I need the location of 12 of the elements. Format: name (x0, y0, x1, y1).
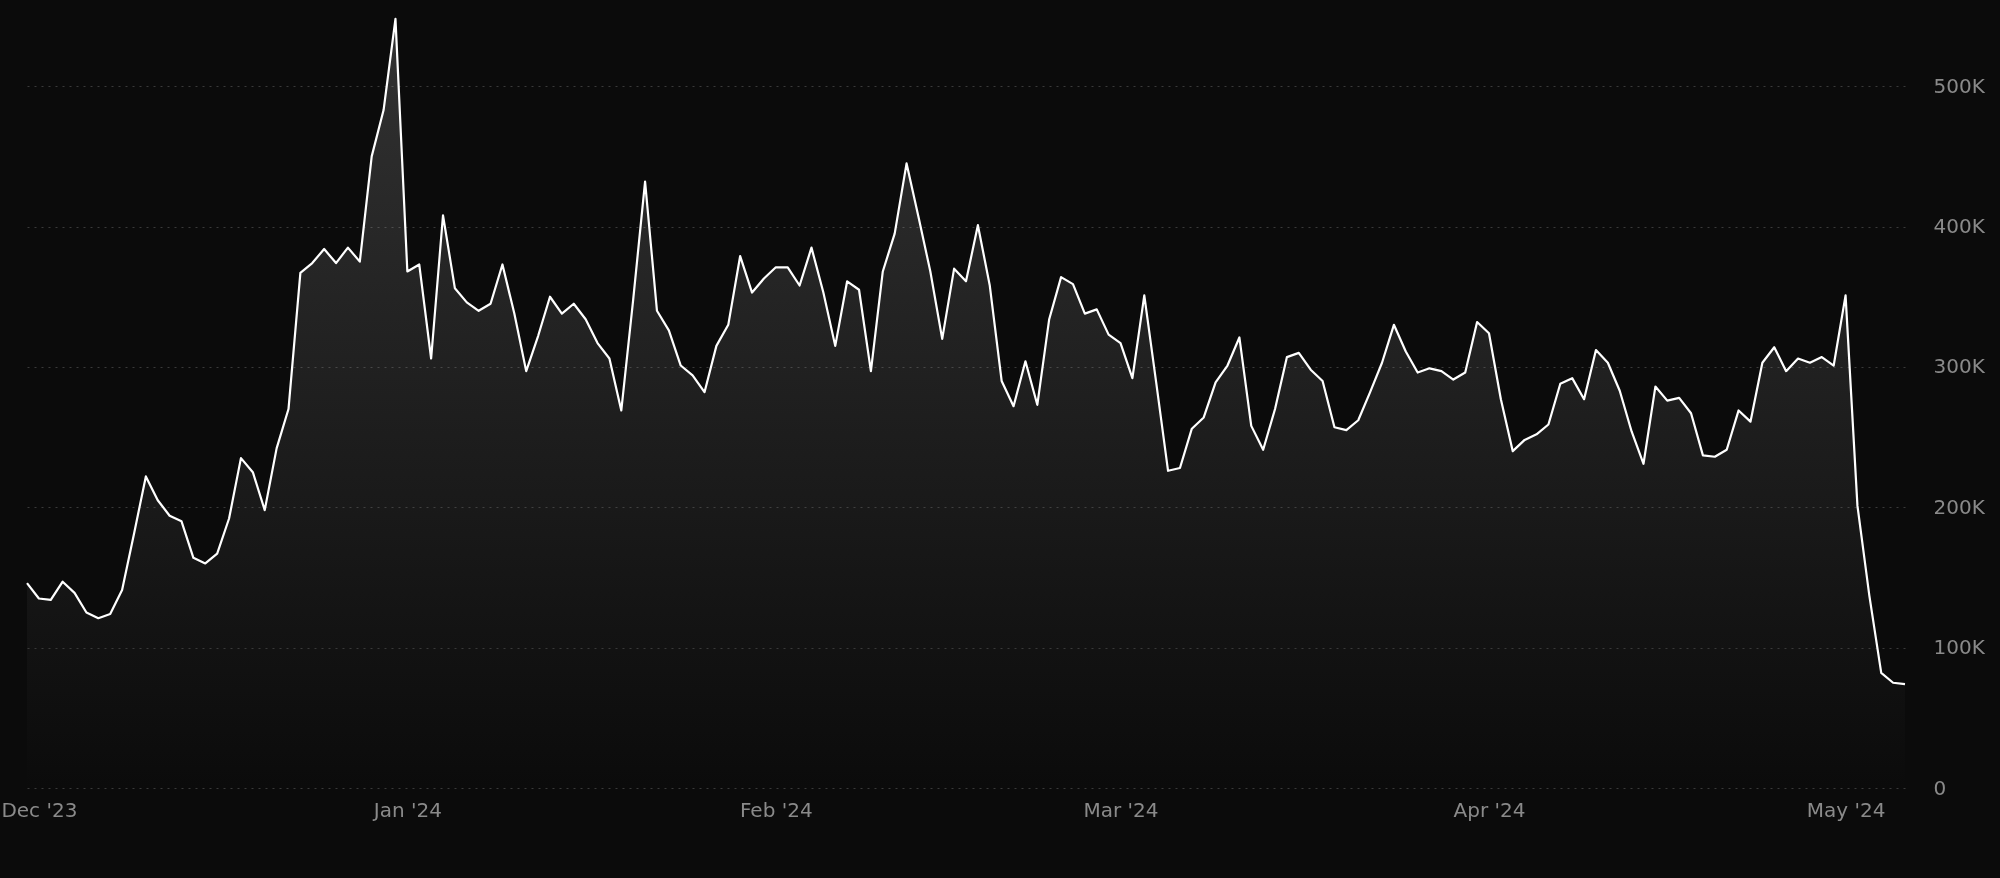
y-tick-label: 300K (1933, 354, 1986, 379)
y-tick-label: 0 (1933, 775, 1947, 800)
y-tick-label: 100K (1933, 635, 1986, 660)
y-tick-label: 500K (1933, 73, 1986, 98)
x-tick-label: Dec '23 (1, 797, 78, 822)
y-tick-label: 200K (1933, 494, 1986, 519)
y-tick-label: 400K (1933, 214, 1986, 239)
x-tick-label: Jan '24 (371, 797, 442, 822)
x-tick-label: Mar '24 (1083, 797, 1159, 822)
x-tick-label: Feb '24 (739, 797, 813, 822)
x-tick-label: Apr '24 (1453, 797, 1526, 822)
x-tick-label: May '24 (1806, 797, 1886, 822)
